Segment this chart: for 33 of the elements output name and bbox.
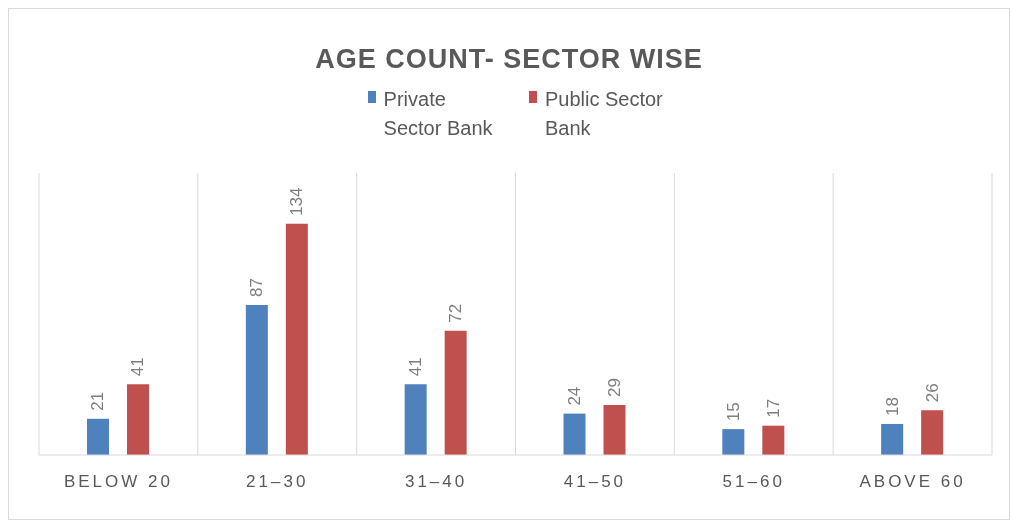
bar [444,330,467,455]
bar [563,413,586,455]
data-label: 21 [88,391,108,411]
legend-label: Private Sector Bank [383,87,494,141]
x-tick-label: 21–30 [246,472,309,492]
bar [285,223,308,455]
x-tick-label: BELOW 20 [63,472,173,492]
bar [762,425,785,455]
bar [881,423,904,455]
x-tick-label: 31–40 [404,472,468,492]
data-label: 29 [605,378,624,397]
bar [404,384,427,455]
data-label: 17 [763,398,783,418]
data-label: 87 [247,278,267,297]
x-tick-label: ABOVE 60 [859,472,966,492]
data-label: 134 [287,187,307,216]
chart-title: AGE COUNT- SECTOR WISE [314,43,704,75]
data-label: 15 [723,402,743,422]
bar [603,404,626,455]
data-label: 41 [406,357,426,377]
bar [127,384,149,455]
data-label: 24 [565,386,584,406]
data-label: 72 [446,303,466,323]
legend-label: Public Sector Bank [544,87,664,141]
bar [87,418,109,455]
data-label: 26 [922,383,942,403]
bar [921,410,944,455]
data-label: 18 [882,397,902,416]
bar [245,304,268,455]
data-label: 41 [128,357,148,377]
x-tick-label: 41–50 [563,472,627,492]
bar [722,429,745,455]
x-tick-label: 51–60 [722,472,785,492]
